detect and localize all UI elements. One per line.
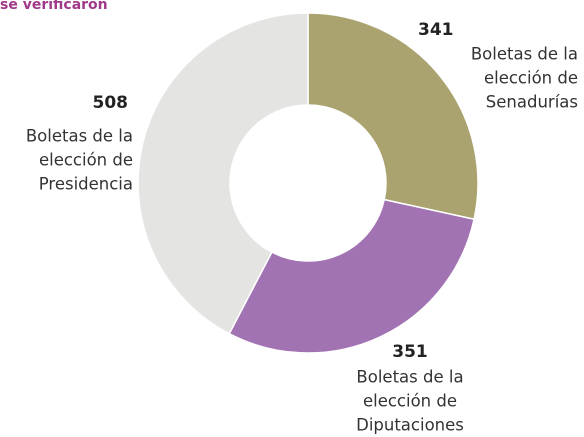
category-label: Boletas de la [356, 368, 463, 387]
value-label: 341 [418, 20, 454, 40]
category-label: Senadurías [486, 93, 578, 112]
category-label: Diputaciones [356, 416, 464, 435]
donut-slice [228, 198, 475, 354]
category-label: elección de [484, 69, 578, 88]
category-label: elección de [39, 151, 133, 170]
value-label: 351 [392, 342, 428, 362]
value-label: 508 [93, 93, 129, 113]
donut-slice [137, 12, 309, 335]
category-label: Boletas de la [26, 127, 133, 146]
category-label: Presidencia [39, 175, 133, 194]
chart-title: se verificaron [0, 0, 108, 13]
donut-slice [307, 12, 479, 221]
category-label: Boletas de la [471, 45, 578, 64]
category-label: elección de [363, 392, 457, 411]
